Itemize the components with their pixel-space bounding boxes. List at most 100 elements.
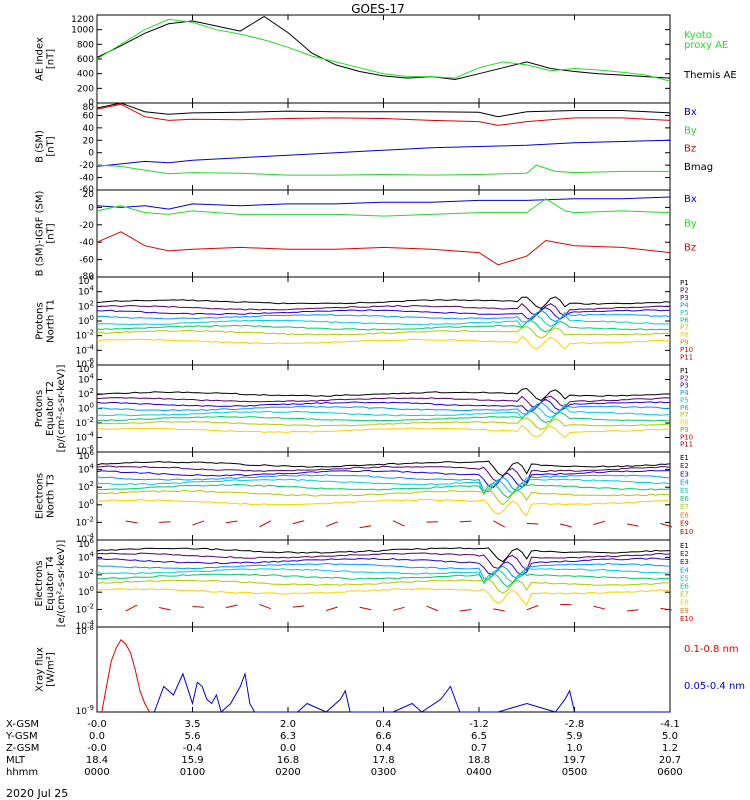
y-axis-label-line: Electrons [34, 560, 45, 606]
channel-segment [660, 523, 673, 528]
x-axis-value: 6.3 [280, 731, 296, 742]
channel-segment [560, 523, 572, 528]
y-tick-label: 106 [78, 362, 94, 375]
x-axis-value: 18.8 [468, 755, 490, 766]
channel-line [96, 477, 671, 496]
y-axis-label-line: AE Index [35, 37, 46, 81]
y-tick-label: 100 [78, 585, 94, 598]
y-axis-label: Xray flux [W/m²] [35, 647, 57, 692]
x-axis-value: -0.4 [183, 743, 203, 754]
y-tick-label: -80 [79, 272, 94, 282]
channel-segment [292, 520, 305, 525]
x-axis-value: 3.5 [185, 719, 201, 730]
channel-line [96, 296, 671, 309]
y-axis-label-line: [p/(cm²-s-sr-keV)] [56, 365, 67, 453]
channel-segment [292, 605, 305, 608]
legend-entry: E2 [680, 550, 689, 558]
legend-entry: P10 [680, 346, 693, 354]
channel-segment [392, 520, 405, 527]
x-axis-value: -0.0 [87, 743, 107, 754]
x-axis-value: 0.0 [280, 743, 296, 754]
y-tick-label: 102 [78, 387, 94, 400]
panel-frame [96, 189, 671, 278]
y-axis-label: Protons North T1 [35, 299, 57, 343]
channel-line [96, 398, 671, 413]
legend-entry: Bz [684, 144, 696, 155]
y-axis-label-line: [e/(cm²-s-sr-keV)] [56, 540, 67, 628]
channel-line [97, 588, 671, 606]
legend-entry: E10 [680, 615, 693, 623]
y-axis-label-line: [nT] [46, 136, 57, 156]
series-line [96, 102, 671, 118]
channel-segment [493, 520, 506, 528]
series-line [96, 18, 671, 82]
series-line [96, 139, 671, 167]
legend-entry: E3 [680, 470, 689, 478]
legend-entry: P3 [680, 294, 689, 302]
legend-entry: P7 [680, 324, 689, 332]
channel-segment [593, 520, 606, 525]
x-axis-value: -2.8 [565, 719, 585, 730]
y-axis-label-line: [nT] [46, 223, 57, 243]
y-axis-label-line: B (SM) [35, 130, 46, 163]
y-axis-label: AE Index [nT] [35, 37, 57, 81]
legend-entry: P1 [680, 367, 689, 375]
channel-segment [326, 521, 338, 527]
legend-entry: E7 [680, 503, 689, 511]
series-line [96, 231, 671, 266]
date-label: 2020 Jul 25 [6, 787, 68, 800]
legend-entry: P3 [680, 382, 689, 390]
legend-entry: E9 [680, 607, 689, 615]
legend-entry: E4 [680, 479, 689, 487]
panel-xray: 10-8 10-9 Xray flux [W/m²] 0.1-0.8 nm 0.05-0.… [35, 624, 746, 717]
channel-segment [459, 520, 472, 523]
y-axis-label-line: North T1 [46, 299, 57, 343]
series-line [96, 164, 670, 176]
y-tick-label: 10-4 [76, 532, 95, 545]
y-tick-label: -60 [79, 185, 94, 195]
y-tick-label: 10-4 [76, 619, 95, 632]
series-line [96, 15, 671, 81]
legend-entry: Bmag [684, 162, 713, 173]
channel-segment [359, 606, 372, 611]
y-tick-label: -20 [79, 221, 94, 231]
legend-entry: By [684, 218, 697, 229]
channel-segment [326, 606, 338, 611]
y-tick-label: 102 [78, 480, 94, 493]
y-axis-label-line: Protons [34, 390, 45, 427]
channel-line [96, 566, 670, 585]
x-axis-value: 2.0 [280, 719, 296, 730]
channel-segment [426, 605, 439, 612]
legend-entry: E2 [680, 462, 689, 470]
channel-segment [526, 605, 539, 611]
y-tick-label: 10-4 [76, 431, 95, 444]
y-axis-label-line: Electrons [35, 473, 46, 519]
legend-entry: E6 [680, 495, 689, 503]
y-tick-label: 106 [78, 274, 94, 287]
channel-line [96, 405, 671, 419]
channel-line [96, 320, 671, 333]
x-axis-value: -1.2 [469, 719, 489, 730]
channel-line [96, 488, 671, 506]
series-line [153, 671, 670, 713]
y-axis-label-line: B (SM)-IGRF (SM) [35, 191, 46, 277]
legend-entry: P7 [680, 411, 689, 419]
legend-entry: Kyoto [684, 30, 712, 41]
legend-entry: P10 [680, 433, 693, 441]
legend-entry: 0.1-0.8 nm [684, 644, 739, 655]
y-tick-label: 10-8 [76, 624, 94, 637]
legend-entry: E4 [680, 566, 689, 574]
y-tick-label: 100 [78, 402, 94, 415]
channel-segment [493, 608, 505, 612]
y-tick-label: 400 [77, 70, 94, 80]
x-axis-value: 0.4 [376, 743, 392, 754]
x-axis-row-label: MLT [6, 755, 26, 766]
y-tick-label: 0 [88, 98, 94, 108]
y-tick-label: 80 [83, 103, 95, 113]
legend-entry: P8 [680, 419, 689, 427]
